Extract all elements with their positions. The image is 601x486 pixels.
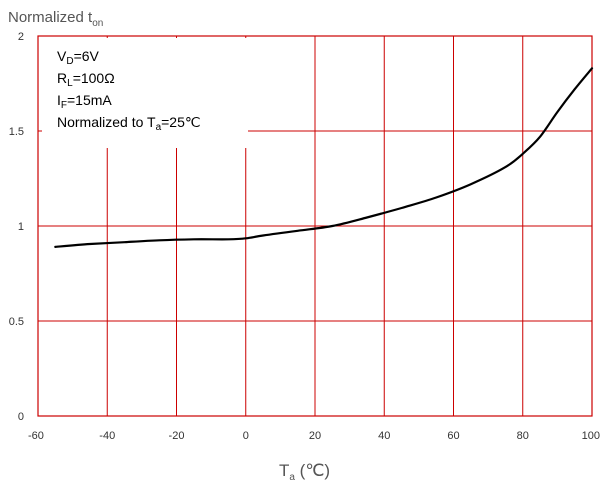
annotation-line: RL=100Ω <box>57 70 115 89</box>
x-axis-label: Ta (℃) <box>279 461 330 483</box>
x-tick-label: 60 <box>447 430 459 442</box>
y-tick-label: 1 <box>18 221 24 233</box>
y-axis-ticks: 0 0.5 1 1.5 2 <box>9 31 24 423</box>
annotation-line: Normalized to Ta=25℃ <box>57 114 201 133</box>
x-tick-label: 40 <box>378 430 390 442</box>
plot-frame <box>37 35 593 417</box>
x-tick-label: 0 <box>243 430 249 442</box>
y-tick-label: 2 <box>18 31 24 43</box>
y-axis-label: Normalized ton <box>8 9 103 29</box>
x-axis-ticks: -60 -40 -20 0 20 40 60 80 100 <box>28 430 600 442</box>
x-tick-label: -60 <box>28 430 44 442</box>
x-tick-label: -20 <box>169 430 185 442</box>
y-tick-label: 1.5 <box>9 126 24 138</box>
x-tick-label: 80 <box>517 430 529 442</box>
x-tick-label: 100 <box>582 430 600 442</box>
condition-annotations: VD=6V RL=100Ω IF=15mA Normalized to Ta=25℃ <box>57 48 201 133</box>
y-tick-label: 0 <box>18 411 24 423</box>
annotation-box <box>42 38 248 148</box>
y-tick-label: 0.5 <box>9 316 24 328</box>
x-tick-label: 20 <box>309 430 321 442</box>
annotation-line: VD=6V <box>57 48 100 67</box>
annotation-line: IF=15mA <box>57 92 112 111</box>
x-tick-label: -40 <box>99 430 115 442</box>
series-line <box>54 67 594 248</box>
